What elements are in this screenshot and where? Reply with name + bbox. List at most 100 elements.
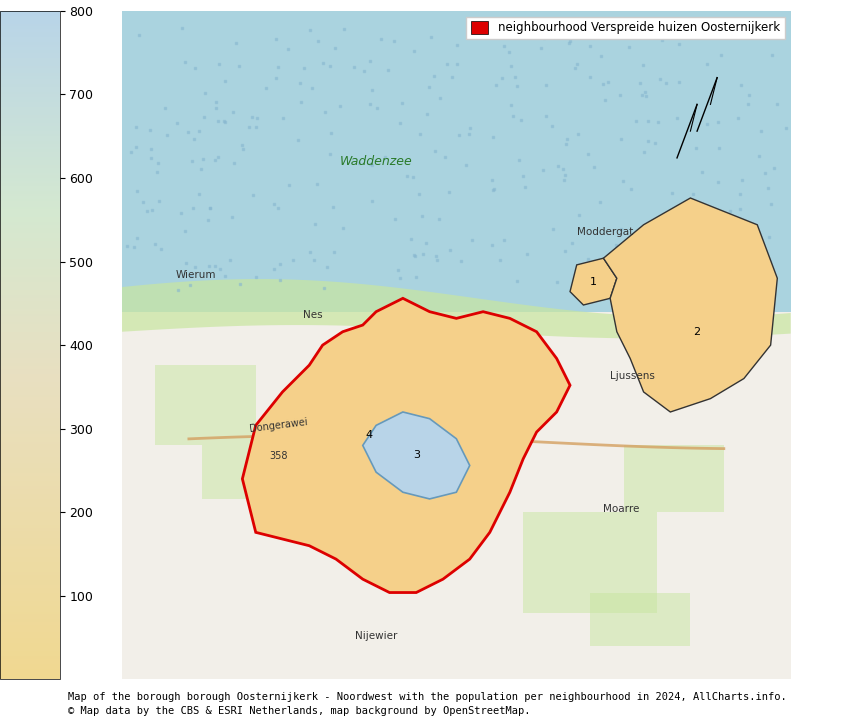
Point [135,196,149,208]
Point [197,154,210,165]
Point [209,96,222,108]
Point [347,62,360,73]
Point [670,112,683,124]
Point [209,155,222,166]
Point [159,129,173,140]
Point [419,108,433,119]
Point [741,89,755,101]
Point [613,224,627,235]
Point [192,126,205,137]
Point [636,146,650,157]
Point [318,106,331,118]
Point [365,196,378,207]
Point [561,37,575,48]
Point [639,91,653,102]
Point [586,161,600,173]
Point [429,250,442,262]
Text: Map of the borough borough Oosternijkerk - Noordwest with the population per nei: Map of the borough borough Oosternijkerk… [68,692,786,702]
Point [144,143,158,155]
Point [332,100,346,111]
Point [740,98,754,109]
Point [671,29,685,41]
Point [544,120,558,132]
Point [222,255,236,266]
Point [518,181,532,193]
Point [143,124,157,135]
Point [415,210,429,221]
Point [144,152,158,164]
Point [363,158,377,170]
Point [413,129,427,140]
Point [549,276,562,288]
Point [194,163,208,175]
Point [665,188,678,199]
Point [305,82,319,93]
Point [653,230,666,242]
Point [597,94,611,106]
Point [486,184,499,196]
Point [217,270,231,282]
Point [211,59,225,70]
Point [365,159,378,170]
Point [327,246,341,257]
Point [667,275,681,286]
Point [178,57,192,68]
Point [638,86,652,98]
Point [740,250,754,262]
Point [124,147,138,158]
Point [495,72,509,83]
Point [641,134,654,146]
Point [538,79,552,91]
Point [469,21,483,32]
Polygon shape [362,412,469,499]
Point [408,250,422,262]
Point [733,188,746,200]
Text: Nes: Nes [302,311,322,321]
Point [407,249,421,260]
Point [200,214,214,226]
Point [303,24,317,35]
Point [636,19,649,31]
Point [718,19,732,30]
Point [626,262,640,274]
Bar [122,11,790,331]
Point [640,115,653,127]
Point [370,102,383,114]
Point [550,160,564,172]
Point [583,40,596,52]
PathPatch shape [122,279,790,339]
Point [187,261,201,273]
Point [509,81,523,92]
Text: 4: 4 [366,431,372,441]
Point [635,59,648,70]
Point [176,22,189,34]
Point [309,178,323,189]
Point [671,38,685,50]
Point [186,203,199,214]
Point [280,43,294,55]
Point [267,198,280,210]
Point [311,35,325,47]
Legend: neighbourhood Verspreide huizen Oosternijkerk: neighbourhood Verspreide huizen Oosterni… [465,17,784,39]
Point [336,222,349,234]
Point [363,99,377,110]
Point [757,168,771,179]
Point [632,78,646,89]
Point [545,224,559,235]
Point [559,133,573,145]
Point [316,283,330,294]
Point [390,265,404,276]
Point [235,139,249,150]
Point [688,221,701,233]
Bar [202,445,269,499]
Point [130,232,144,244]
Point [245,111,259,123]
Text: Ljussens: Ljussens [609,370,654,380]
Point [502,46,515,58]
Point [322,149,336,160]
Point [337,24,350,35]
Text: Dongerawei: Dongerawei [249,417,308,434]
Point [423,32,437,43]
Point [408,271,422,283]
Point [183,279,197,290]
